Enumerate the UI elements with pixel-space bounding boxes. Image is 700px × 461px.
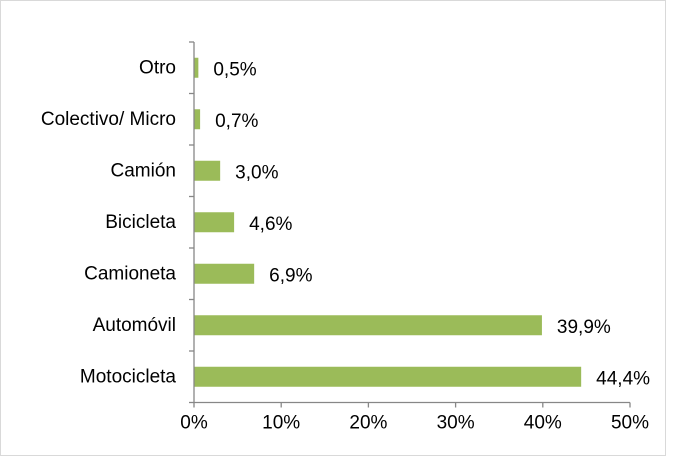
- value-label: 3,0%: [235, 162, 278, 183]
- x-tick-label: 10%: [262, 413, 300, 434]
- value-label: 6,9%: [269, 265, 312, 286]
- bar-0: [194, 57, 199, 78]
- value-label: 0,7%: [215, 111, 258, 132]
- category-label: Automóvil: [93, 315, 176, 336]
- value-label: 0,5%: [213, 59, 256, 80]
- category-label: Motocicleta: [80, 366, 177, 387]
- category-label: Camión: [111, 160, 176, 181]
- x-ticks-group: 0% 10% 20% 30% 40% 50%: [180, 402, 649, 434]
- bar-4: [194, 263, 255, 284]
- bar-5: [194, 315, 542, 336]
- value-labels-group: 0,5% 0,7% 3,0% 4,6% 6,9% 39,9% 44,4%: [213, 59, 650, 389]
- category-labels-group: Otro Colectivo/ Micro Camión Bicicleta Camio…: [41, 57, 177, 387]
- bar-3: [194, 212, 235, 233]
- value-label: 39,9%: [557, 317, 611, 338]
- x-tick-label: 50%: [611, 413, 649, 434]
- bar-6: [194, 366, 582, 387]
- x-tick-label: 20%: [349, 413, 387, 434]
- bars-group: [194, 57, 582, 387]
- category-label: Otro: [139, 57, 176, 78]
- x-tick-label: 40%: [524, 413, 562, 434]
- value-label: 4,6%: [249, 214, 292, 235]
- category-label: Camioneta: [84, 263, 176, 284]
- value-label: 44,4%: [596, 368, 650, 389]
- x-tick-label: 30%: [437, 413, 475, 434]
- bar-1: [194, 109, 201, 130]
- category-label: Bicicleta: [105, 212, 176, 233]
- bar-2: [194, 160, 221, 181]
- chart-frame: [0, 0, 666, 456]
- axes-group: [189, 41, 630, 404]
- x-tick-label: 0%: [180, 413, 208, 434]
- category-label: Colectivo/ Micro: [41, 109, 176, 130]
